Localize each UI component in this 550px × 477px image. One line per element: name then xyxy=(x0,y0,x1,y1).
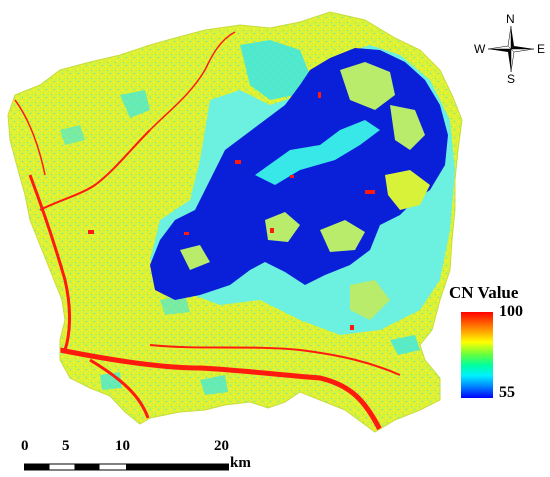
scale-tick-10: 10 xyxy=(115,438,130,454)
scale-tick-20: 20 xyxy=(214,438,229,454)
compass-south-label: S xyxy=(507,72,516,86)
legend-title: CN Value xyxy=(449,283,519,302)
compass-east-label: E xyxy=(537,42,546,56)
map-region xyxy=(8,12,462,432)
scale-unit-label: km xyxy=(230,455,251,471)
scale-bar xyxy=(24,463,229,471)
scale-tick-0: 0 xyxy=(21,438,29,454)
legend-min-label: 55 xyxy=(499,384,515,401)
scale-tick-5: 5 xyxy=(62,438,70,454)
legend-color-ramp xyxy=(461,312,493,398)
legend-max-label: 100 xyxy=(499,303,523,320)
compass-rose-icon xyxy=(487,25,535,73)
compass-north-label: N xyxy=(506,12,515,26)
compass-west-label: W xyxy=(474,42,486,56)
